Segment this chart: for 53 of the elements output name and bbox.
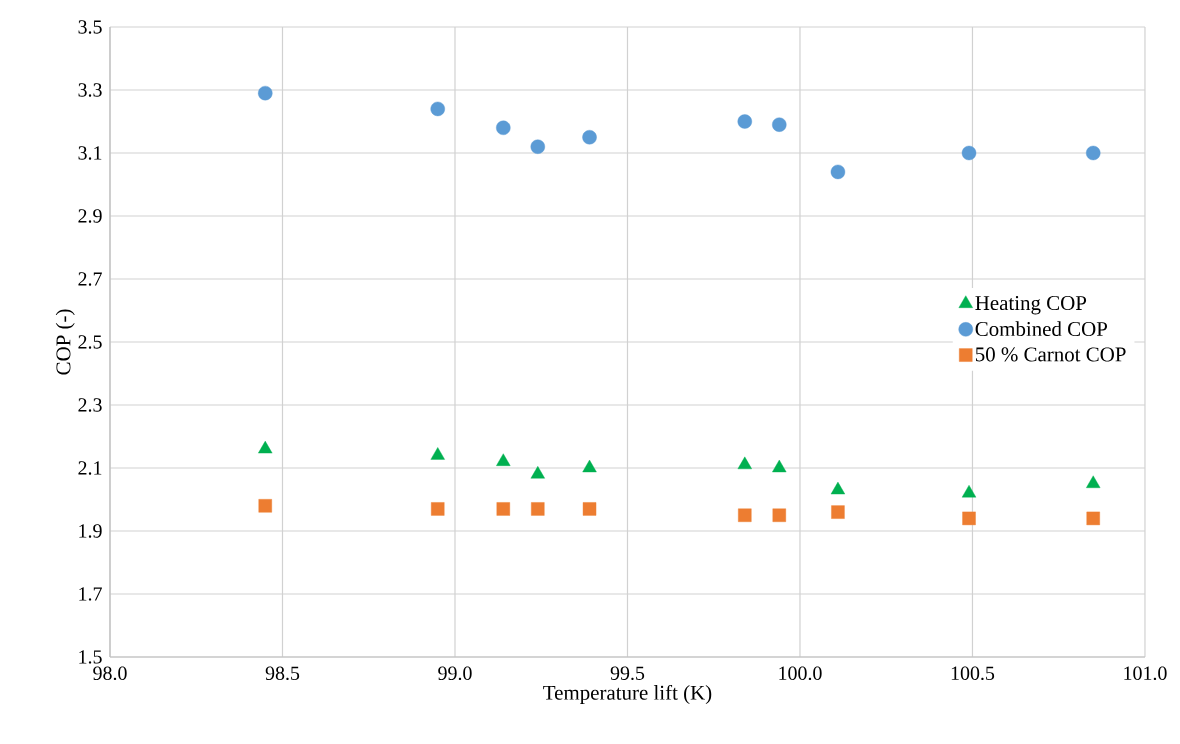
point (738, 508, 752, 522)
point (496, 120, 511, 135)
point (1086, 475, 1101, 488)
x-tick-label: 99.5 (610, 666, 645, 680)
y-axis-title: COP (-) (55, 309, 75, 375)
point (258, 499, 272, 513)
x-tick-label: 98.0 (93, 666, 127, 681)
y-tick-label: 3.5 (78, 20, 102, 34)
point (496, 453, 511, 466)
y-tick-label: 2.3 (78, 398, 102, 412)
point (830, 164, 846, 180)
point (258, 440, 273, 454)
y-tick-label: 3.3 (78, 83, 102, 97)
point (258, 85, 273, 101)
point (737, 114, 752, 129)
point (582, 502, 597, 516)
legend-label: Combined COP (975, 321, 1108, 337)
x-tick-label: 101.0 (1124, 666, 1167, 681)
y-tick-label: 3.1 (78, 146, 102, 160)
point (530, 466, 545, 479)
point (496, 502, 510, 516)
y-tick-label: 1.7 (79, 587, 102, 601)
point (530, 139, 545, 154)
legend-label: Heating COP (975, 296, 1087, 315)
point (430, 101, 445, 117)
point (737, 456, 752, 470)
x-tick-label: 100.5 (951, 666, 995, 681)
point (831, 505, 845, 519)
point (772, 459, 787, 473)
point (772, 117, 787, 132)
point (582, 459, 597, 473)
point (1086, 145, 1101, 161)
legend-label: 50 % Carnot COP (975, 347, 1126, 362)
point (772, 508, 786, 522)
y-tick-label: 1.9 (79, 524, 102, 538)
y-tick-label: 2.1 (78, 461, 102, 475)
x-tick-label: 99.0 (438, 666, 472, 681)
point (830, 481, 846, 495)
x-tick-label: 100.0 (779, 666, 822, 681)
y-tick-label: 1.5 (79, 650, 102, 664)
y-tick-label: 2.5 (78, 335, 102, 349)
point (961, 145, 977, 161)
point (962, 511, 976, 526)
y-tick-label: 2.7 (78, 272, 102, 286)
point (1086, 511, 1100, 526)
point (961, 485, 977, 498)
x-axis-title: Temperature lift (K) (543, 684, 712, 705)
y-tick-label: 2.9 (78, 209, 102, 223)
x-tick-label: 98.5 (265, 666, 300, 681)
point (431, 502, 445, 516)
point (531, 502, 545, 516)
point (430, 447, 445, 460)
point (582, 130, 597, 145)
